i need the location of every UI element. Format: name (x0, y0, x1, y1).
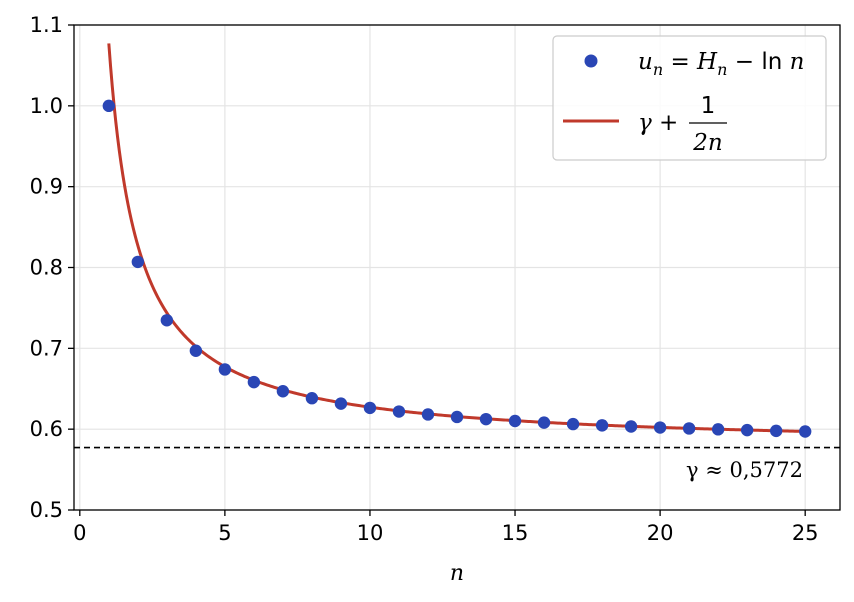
scatter-point (508, 414, 522, 428)
scatter-point (624, 420, 638, 433)
scatter-point (160, 314, 174, 327)
tick-labels: 0 5 10 15 20 25 0.5 0.6 0.7 0.8 0.9 1.0 1.1 (30, 13, 819, 545)
scatter-point (566, 417, 580, 431)
legend-box (552, 35, 827, 161)
y-tick-label: 1.0 (30, 94, 63, 118)
x-tick-label: 20 (647, 521, 674, 545)
x-tick-label: 25 (792, 521, 819, 545)
scatter-point (595, 419, 609, 432)
y-tick-label: 0.8 (30, 256, 63, 280)
y-tick-label: 0.5 (30, 498, 63, 522)
scatter-point (740, 423, 754, 437)
legend-label-line-gamma: γ + (638, 110, 678, 136)
scatter-points (102, 99, 812, 438)
scatter-point (392, 405, 406, 418)
x-tick-label: 5 (218, 521, 231, 545)
legend-label-line-numerator: 1 (701, 93, 716, 119)
scatter-point (305, 392, 319, 405)
axis-ticks (68, 24, 806, 516)
x-tick-label: 15 (502, 521, 529, 545)
scatter-point (102, 99, 116, 113)
legend: un = Hn − ln n γ + 1 2n (552, 35, 827, 161)
scatter-point (479, 412, 493, 426)
x-axis-label: n (450, 561, 464, 586)
x-tick-label: 10 (357, 521, 384, 545)
scatter-point (682, 422, 696, 435)
y-tick-label: 0.9 (30, 175, 63, 199)
scatter-point (276, 385, 290, 398)
scatter-point (218, 363, 232, 376)
legend-label-line-denominator: 2n (692, 130, 722, 156)
legend-label-scatter: un = Hn − ln n (638, 49, 804, 79)
scatter-point (798, 425, 812, 438)
x-tick-label: 0 (73, 521, 86, 545)
y-tick-label: 0.7 (30, 336, 63, 360)
y-tick-label: 0.6 (30, 417, 63, 441)
legend-marker-scatter (584, 54, 598, 68)
scatter-point (363, 401, 377, 415)
scatter-point (334, 397, 348, 410)
scatter-point (711, 423, 725, 436)
scatter-point (450, 410, 464, 424)
scatter-point (247, 375, 261, 389)
scatter-point (653, 421, 667, 434)
y-tick-label: 1.1 (30, 13, 63, 37)
scatter-point (769, 424, 783, 438)
scatter-point (537, 416, 551, 429)
scatter-point (189, 344, 203, 357)
scatter-point (131, 255, 145, 269)
scatter-point (421, 408, 435, 421)
gamma-annotation: γ ≈ 0,5772 (686, 458, 803, 482)
